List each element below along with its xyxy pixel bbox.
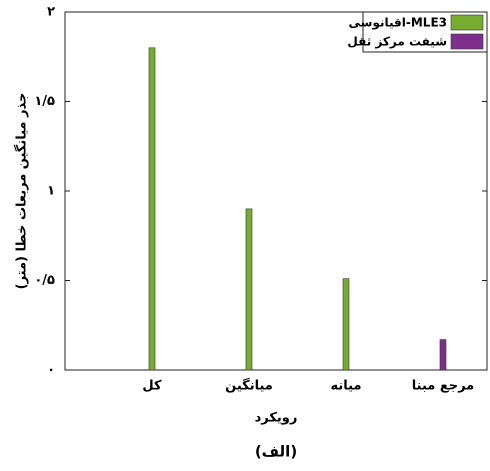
x-tick-label: مرجع مبنا <box>412 379 474 394</box>
legend-label: اقیانوسی-MLE3 <box>349 16 447 31</box>
bar <box>439 339 447 371</box>
y-tick-label: ۰/۵ <box>34 273 55 288</box>
legend-label: شیفت مرکز ثقل <box>347 35 447 49</box>
legend-swatch <box>450 14 484 31</box>
bar <box>245 208 253 371</box>
x-tick-label: میانگین <box>225 378 273 394</box>
y-tick-label: ۱ <box>47 184 55 199</box>
plot-frame <box>64 11 488 371</box>
bar <box>148 47 156 371</box>
y-tick-label: ۲ <box>47 5 55 20</box>
legend-swatch <box>450 33 484 50</box>
x-tick-label: کل <box>142 379 162 394</box>
x-tick-label: میانه <box>330 379 361 394</box>
y-tick-label: ۰ <box>47 363 55 378</box>
bar <box>342 278 350 371</box>
y-axis-label: جذر میانگین مربعات خطا (متر) <box>14 93 30 290</box>
y-tick-label: ۱/۵ <box>34 94 55 109</box>
caption: (الف) <box>255 443 297 461</box>
x-axis-label: رویکرد <box>255 411 298 426</box>
